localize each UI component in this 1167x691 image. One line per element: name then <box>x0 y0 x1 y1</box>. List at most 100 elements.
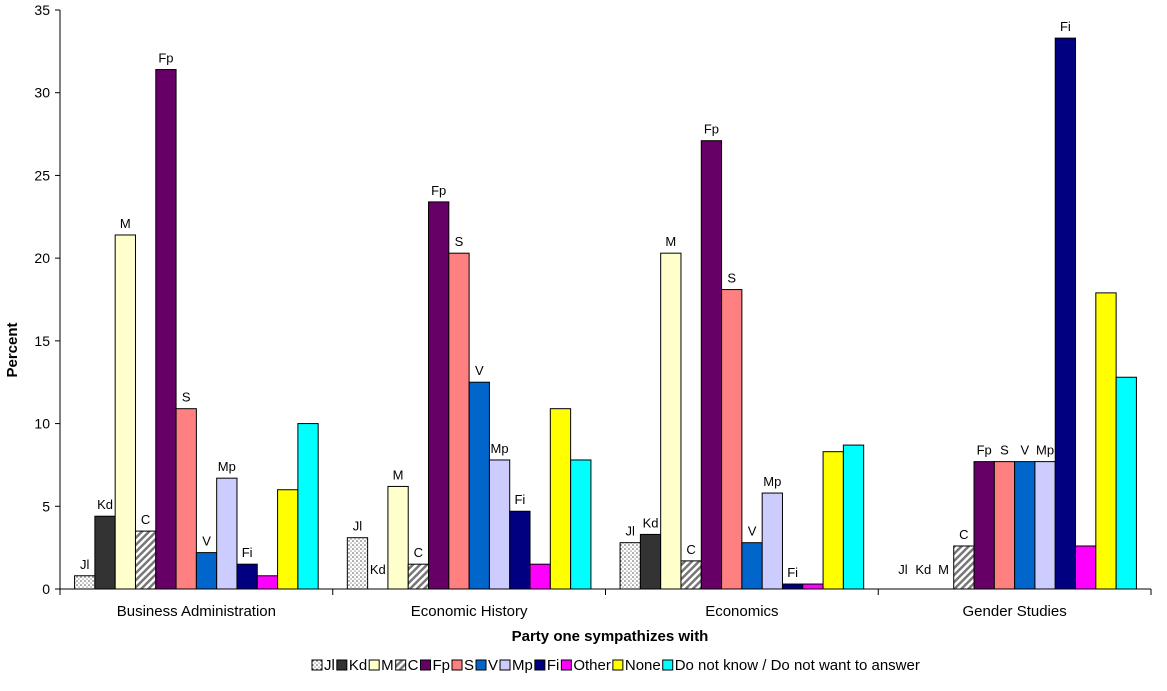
bar <box>277 489 299 590</box>
bar <box>1115 376 1137 590</box>
bar-data-label: V <box>1020 443 1029 458</box>
bar-data-label: S <box>1000 443 1009 458</box>
bar-data-label: Fp <box>704 122 719 137</box>
legend-label: S <box>464 657 474 674</box>
bar-data-label: C <box>414 545 423 560</box>
bar <box>297 423 319 590</box>
bar-data-label: C <box>141 512 150 527</box>
bar <box>842 444 865 590</box>
bar-data-label: Kd <box>97 497 113 512</box>
legend-label: V <box>488 657 498 674</box>
bar <box>195 552 218 590</box>
bar <box>448 252 470 590</box>
bar-data-label: Jl <box>898 562 908 577</box>
bar-labels: JlKdMCFpSVMpFiJlMCFpSVMpFiKdJlKdMCFpSVMp… <box>80 19 1071 580</box>
bar <box>407 563 430 590</box>
bar-data-label: M <box>665 234 676 249</box>
bar <box>134 530 157 590</box>
legend-swatch <box>662 659 674 671</box>
bar <box>1075 545 1097 590</box>
bar <box>529 563 551 590</box>
bar <box>1095 292 1117 590</box>
bar <box>509 510 531 590</box>
bar-data-label: Jl <box>80 557 90 572</box>
legend-label: Other <box>573 657 611 674</box>
bar <box>175 408 197 590</box>
legend-label: C <box>408 657 419 674</box>
bar <box>1054 37 1077 590</box>
legend-swatch <box>499 659 511 671</box>
bar <box>953 545 975 590</box>
legend-label: M <box>381 657 394 674</box>
bar-data-label: Jl <box>626 524 636 539</box>
bars <box>74 37 1137 590</box>
bar <box>549 408 572 590</box>
bar <box>781 583 804 590</box>
legend-swatch <box>420 659 432 671</box>
legend-swatch <box>560 659 572 671</box>
legend-label: None <box>625 657 661 674</box>
bar-data-label: Fp <box>158 51 173 66</box>
bar-data-label: Mp <box>763 474 781 489</box>
axes: 0 5 10 15 20 25 30 35 Business Administration Eco… <box>34 2 1152 620</box>
y-tick-label: 20 <box>34 250 50 266</box>
bar <box>570 459 592 590</box>
bar-data-label: C <box>959 527 968 542</box>
bar <box>822 451 844 590</box>
y-tick-label: 25 <box>34 167 50 183</box>
legend-swatch <box>534 659 546 671</box>
legend-label: Kd <box>349 657 367 674</box>
bar-data-label: S <box>455 234 464 249</box>
x-category-label: Economic History <box>411 603 528 620</box>
bar <box>1014 461 1036 590</box>
legend: Jl Kd M C Fp S V Mp Fi Other None Do not know / Do … <box>311 657 920 674</box>
legend-label: Fp <box>433 657 451 674</box>
bar-data-label: V <box>748 524 757 539</box>
bar <box>802 583 824 590</box>
x-category-label: Economics <box>705 603 778 620</box>
legend-swatch <box>451 659 463 671</box>
y-tick-label: 5 <box>42 498 50 514</box>
bar <box>700 140 723 590</box>
bar <box>721 289 743 590</box>
legend-label: Do not know / Do not want to answer <box>675 657 920 674</box>
bar <box>236 563 258 590</box>
bar-data-label: Kd <box>370 562 386 577</box>
bar <box>1034 461 1056 590</box>
bar-data-label: Fi <box>1060 19 1071 34</box>
y-tick-label: 35 <box>34 2 50 18</box>
bar <box>74 575 96 590</box>
bar <box>680 560 702 590</box>
bar-data-label: Fi <box>787 565 798 580</box>
legend-swatch <box>311 659 323 671</box>
bar-data-label: S <box>182 390 191 405</box>
bar <box>488 459 511 590</box>
bar-data-label: Kd <box>643 515 659 530</box>
y-tick-label: 30 <box>34 85 50 101</box>
x-category-label: Business Administration <box>117 603 276 620</box>
bar-data-label: Fp <box>977 443 992 458</box>
bar <box>660 252 682 590</box>
y-tick-label: 10 <box>34 416 50 432</box>
legend-label: Jl <box>324 657 335 674</box>
x-axis-title: Party one sympathizes with <box>512 628 709 645</box>
legend-swatch <box>612 659 624 671</box>
legend-swatch <box>336 659 348 671</box>
y-tick-label: 0 <box>42 581 50 597</box>
bar-data-label: Mp <box>218 459 236 474</box>
bar-data-label: V <box>202 534 211 549</box>
bar <box>94 515 116 590</box>
bar-data-label: Kd <box>915 562 931 577</box>
bar <box>346 537 369 590</box>
bar <box>256 575 279 590</box>
legend-swatch <box>475 659 487 671</box>
bar-data-label: Fi <box>242 545 253 560</box>
bar <box>619 542 641 590</box>
bar-data-label: Fp <box>431 183 446 198</box>
legend-label: Fi <box>547 657 560 674</box>
bar-data-label: M <box>938 562 949 577</box>
x-category-label: Gender Studies <box>963 603 1067 620</box>
bar-data-label: V <box>475 363 484 378</box>
bar <box>993 461 1016 590</box>
